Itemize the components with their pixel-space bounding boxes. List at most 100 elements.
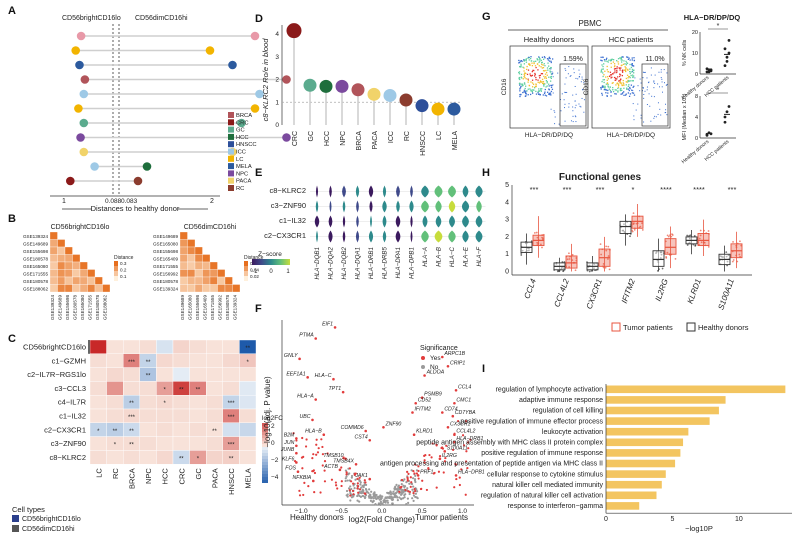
distance-cell (179, 254, 188, 263)
flow-event (614, 70, 616, 72)
flow-event (607, 85, 609, 87)
volcano-point-sig (421, 479, 424, 482)
distance-legend-bar (114, 261, 118, 266)
heatmap-cell (189, 422, 207, 437)
panel-c-heatmap: CD56brightCD16lo **c1−GZMH *** ** *c2−IL7R−R… (12, 339, 283, 533)
flow-event (565, 92, 567, 94)
y-axis-label: c8−KLRC2 Ro/e in blood (261, 38, 270, 122)
volcano-point-sig (335, 484, 338, 487)
flow-event (525, 72, 527, 75)
flow-event (623, 84, 625, 87)
flow-event (608, 59, 610, 61)
flow-event (611, 73, 614, 75)
distance-cell (79, 261, 88, 270)
heatmap-cell (222, 339, 240, 355)
legend-swatch-healthy (686, 322, 696, 332)
heatmap-cell (172, 408, 190, 424)
significance-stars: *** (596, 185, 605, 194)
volcano-point-sig (458, 476, 461, 479)
distance-cell (72, 284, 81, 293)
flow-event (619, 69, 621, 71)
volcano-point-sig (311, 457, 314, 460)
gene-label: IFITM2 (414, 407, 431, 413)
violin-shape (410, 185, 413, 198)
gene-label: PSMB9 (424, 392, 442, 398)
volcano-point-ns (396, 499, 399, 502)
legend-swatch (228, 112, 234, 118)
heatmap-cell (205, 367, 223, 382)
flow-event (653, 80, 655, 82)
heatmap-cell (205, 450, 223, 465)
mini-point-hcc (725, 110, 729, 114)
flow-event (650, 74, 652, 76)
flow-event (523, 82, 526, 84)
violin-shape (475, 230, 483, 243)
dataset-id: GSE165080 (153, 242, 178, 247)
sig-star: * (717, 87, 720, 94)
volcano-point-sig (437, 470, 441, 473)
log2fc-legend-tick: 0 (271, 440, 275, 447)
box-jitter-point (641, 229, 644, 231)
flow-event (525, 95, 527, 97)
flow-event (541, 82, 544, 85)
flow-event (617, 83, 619, 85)
volcano-point-labeled (344, 457, 347, 461)
heatmap-cell (172, 339, 190, 355)
heatmap-cell (89, 339, 107, 355)
flow-event (564, 91, 566, 93)
mini-y-tick: 20 (692, 30, 698, 36)
mini-point-healthy (705, 70, 709, 74)
heatmap-row-label: CD56brightCD16lo (23, 343, 86, 352)
flow-event (546, 74, 548, 76)
cell-type-label: CD56dimCD16hi (22, 526, 75, 533)
dataset-id: GSE139324 (23, 234, 48, 239)
volcano-point-labeled (332, 377, 335, 381)
x-tick: −0.5 (335, 508, 348, 515)
distance-cell (94, 276, 103, 285)
volcano-point-ns (391, 502, 394, 505)
dataset-id: GSE188062 (103, 295, 108, 320)
flow-event (551, 73, 553, 75)
flow-event (526, 90, 528, 92)
flow-event (623, 83, 625, 85)
flow-event (639, 90, 641, 92)
legend-swatch (228, 185, 234, 191)
violin-shape (356, 200, 359, 213)
flow-event (627, 58, 630, 60)
volcano-point-sig (406, 476, 409, 479)
volcano-point-sig (460, 468, 463, 471)
x-tick: MELA (452, 131, 459, 150)
chart-title: Functional genes (559, 172, 642, 183)
heatmap-col-label: GC (194, 468, 203, 480)
significance-stars: * (114, 443, 117, 449)
violin-shape (382, 230, 387, 243)
gene-label: CMC1 (456, 397, 471, 403)
flow-event (613, 76, 616, 79)
flow-event (533, 89, 535, 91)
mini-y-label: MFI (Median x 10⁴) (681, 93, 688, 140)
legend-yes: Yes (430, 355, 441, 362)
flow-event (541, 63, 543, 66)
flow-event (622, 56, 624, 58)
heatmap-row-label: c3−CCL3 (55, 384, 86, 393)
volcano-point-sig (320, 438, 323, 441)
flow-event (534, 85, 537, 88)
flow-event (616, 71, 618, 73)
violin-shape (461, 200, 470, 213)
distance-cell (72, 261, 81, 270)
significance-stars: ** (196, 387, 201, 393)
significance-stars: ** (129, 443, 134, 449)
flow-event (617, 86, 620, 88)
distance-cell (57, 254, 66, 263)
distance-legend-tick: 0.02 (250, 274, 259, 279)
volcano-point-sig (428, 453, 431, 457)
dataset-id: GSE165080 (23, 264, 48, 269)
cell-type-label: CD56brightCD16lo (22, 516, 81, 523)
flow-event (601, 68, 603, 70)
flow-event (603, 59, 606, 61)
flow-event (606, 57, 608, 59)
flow-event (543, 56, 546, 58)
box-tumor (631, 215, 644, 229)
volcano-point-sig (464, 493, 467, 496)
